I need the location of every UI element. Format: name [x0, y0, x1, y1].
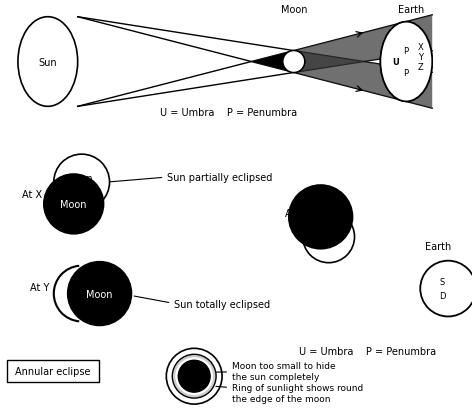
- Circle shape: [166, 348, 222, 404]
- Ellipse shape: [381, 22, 432, 102]
- Text: Sun: Sun: [74, 173, 93, 184]
- Text: Z: Z: [418, 63, 423, 72]
- Polygon shape: [251, 52, 294, 73]
- Text: Moon: Moon: [61, 200, 87, 209]
- Circle shape: [283, 52, 305, 73]
- FancyBboxPatch shape: [7, 360, 99, 382]
- Text: U: U: [392, 58, 399, 67]
- Circle shape: [172, 355, 216, 398]
- Ellipse shape: [18, 18, 78, 107]
- Text: At Y: At Y: [30, 282, 49, 292]
- Text: Ring of sunlight shows round
the edge of the moon: Ring of sunlight shows round the edge of…: [216, 383, 363, 402]
- Text: Moon too small to hide
the sun completely: Moon too small to hide the sun completel…: [213, 362, 336, 381]
- Polygon shape: [251, 52, 432, 109]
- Text: Earth: Earth: [425, 241, 451, 251]
- Polygon shape: [251, 16, 432, 73]
- Circle shape: [44, 175, 104, 234]
- Text: At X: At X: [22, 189, 42, 200]
- Text: U = Umbra    P = Penumbra: U = Umbra P = Penumbra: [161, 108, 298, 118]
- Circle shape: [420, 261, 474, 317]
- Text: Moon: Moon: [86, 289, 113, 299]
- Circle shape: [303, 211, 355, 263]
- Text: D: D: [439, 291, 446, 300]
- Circle shape: [289, 186, 353, 249]
- Circle shape: [175, 357, 213, 395]
- Circle shape: [54, 155, 109, 210]
- Text: S: S: [439, 277, 445, 286]
- Text: U = Umbra    P = Penumbra: U = Umbra P = Penumbra: [299, 346, 436, 357]
- Text: X: X: [418, 43, 423, 52]
- Text: Sun totally eclipsed: Sun totally eclipsed: [134, 297, 270, 309]
- Circle shape: [283, 52, 305, 73]
- Text: Sun partially eclipsed: Sun partially eclipsed: [110, 173, 273, 182]
- Text: Y: Y: [418, 53, 423, 62]
- Ellipse shape: [381, 22, 432, 102]
- Text: Sun: Sun: [38, 57, 57, 67]
- Text: P: P: [403, 47, 408, 56]
- Text: Earth: Earth: [398, 4, 424, 15]
- Text: Annular eclipse: Annular eclipse: [15, 366, 91, 376]
- Circle shape: [68, 262, 131, 326]
- Circle shape: [178, 360, 210, 392]
- Text: Moon: Moon: [281, 4, 307, 15]
- Text: P: P: [403, 69, 408, 78]
- Text: At Z: At Z: [285, 208, 305, 218]
